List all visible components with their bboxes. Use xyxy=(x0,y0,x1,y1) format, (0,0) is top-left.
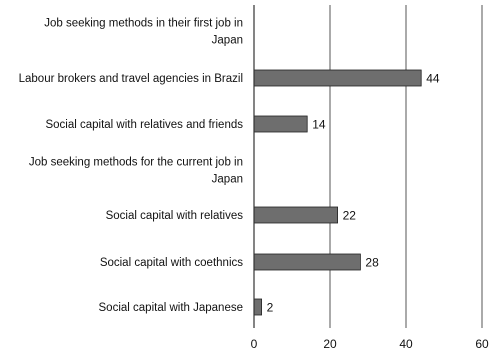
bar xyxy=(253,253,361,271)
bar-value-label: 22 xyxy=(343,209,357,223)
x-tick-label: 60 xyxy=(475,337,489,351)
gridlines xyxy=(329,5,483,328)
bar-value-label: 28 xyxy=(365,256,379,270)
bar-value-label: 2 xyxy=(267,301,274,315)
bar xyxy=(253,115,308,133)
bar xyxy=(253,298,262,316)
bar xyxy=(253,206,338,224)
bar xyxy=(253,69,422,87)
category-label: Job seeking methods for the current job … xyxy=(29,157,243,186)
x-tick-label: 20 xyxy=(323,337,337,351)
category-label: Social capital with relatives xyxy=(106,210,244,222)
x-tick-label: 0 xyxy=(251,337,258,351)
x-tick-labels: 0 20 40 60 xyxy=(251,337,489,351)
bars xyxy=(253,69,422,316)
value-labels: 44 14 22 28 2 xyxy=(267,72,440,315)
category-label: Social capital with relatives and friend… xyxy=(45,119,243,131)
category-label: Social capital with Japanese xyxy=(99,302,243,314)
category-labels: Job seeking methods in their first job i… xyxy=(19,18,244,315)
bar-value-label: 44 xyxy=(426,72,440,86)
category-label: Labour brokers and travel agencies in Br… xyxy=(19,73,243,85)
x-tick-label: 40 xyxy=(399,337,413,351)
bar-value-label: 14 xyxy=(312,118,326,132)
category-label: Job seeking methods in their first job i… xyxy=(44,18,243,47)
category-label: Social capital with coethnics xyxy=(100,257,243,269)
